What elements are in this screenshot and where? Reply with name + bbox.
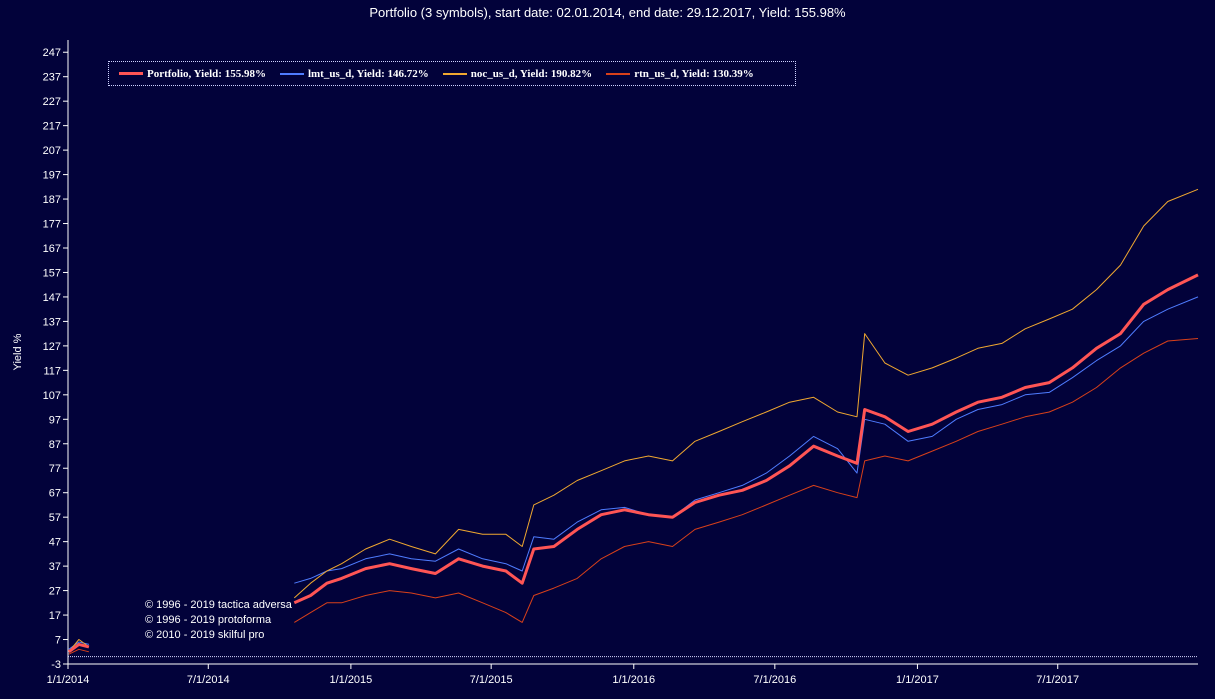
y-tick-label: 187 [43, 194, 61, 206]
x-tick-label: 1/1/2015 [329, 674, 372, 686]
y-axis-label: Yield % [12, 333, 24, 371]
y-tick-label: 227 [43, 96, 61, 108]
y-tick-label: 207 [43, 145, 61, 157]
legend-swatch-noc [442, 72, 467, 75]
y-tick-label: 77 [49, 463, 61, 475]
x-tick-label: 7/1/2014 [187, 674, 230, 686]
legend-label-portfolio: Portfolio, Yield: 155.98% [147, 67, 266, 80]
y-tick-label: 117 [43, 365, 61, 377]
y-tick-label: 157 [43, 267, 61, 279]
y-tick-label: 127 [43, 341, 61, 353]
legend-swatch-rtn [606, 72, 631, 75]
legend-swatch-portfolio [119, 72, 143, 75]
y-tick-label: 47 [49, 537, 61, 549]
y-tick-label: 107 [43, 390, 61, 402]
y-tick-label: 217 [43, 121, 61, 133]
x-tick-label: 1/1/2017 [896, 674, 939, 686]
y-tick-label: 57 [49, 512, 61, 524]
credit-line: © 1996 - 2019 protoforma [145, 614, 272, 626]
series-line-lmt-us-d [68, 641, 90, 650]
x-tick-label: 7/1/2015 [470, 674, 513, 686]
y-tick-label: 137 [43, 316, 61, 328]
y-tick-label: 237 [43, 72, 61, 84]
y-tick-label: -3 [51, 659, 61, 671]
series-line-rtn-us-d [68, 648, 90, 655]
chart-legend: Portfolio, Yield: 155.98% lmt_us_d, Yiel… [108, 61, 796, 86]
y-tick-label: 17 [49, 610, 61, 622]
credits-block: © 1996 - 2019 tactica adversa © 1996 - 2… [145, 598, 292, 643]
x-tick-label: 7/1/2017 [1036, 674, 1079, 686]
series-line-portfolio [67, 642, 90, 654]
credit-line: © 2010 - 2019 skilful pro [145, 629, 265, 641]
legend-label-rtn: rtn_us_d, Yield: 130.39% [634, 67, 754, 80]
chart-series [67, 188, 1199, 655]
legend-label-noc: noc_us_d, Yield: 190.82% [470, 67, 593, 80]
legend-swatch-lmt [279, 72, 304, 75]
y-tick-label: 27 [49, 586, 61, 598]
y-tick-label: 197 [43, 170, 61, 182]
legend-label-lmt: lmt_us_d, Yield: 146.72% [307, 67, 429, 80]
y-tick-label: 87 [49, 439, 61, 451]
y-tick-label: 37 [49, 561, 61, 573]
y-tick-label: 177 [43, 219, 61, 231]
y-tick-label: 247 [43, 47, 61, 59]
legend-item-portfolio[interactable]: Portfolio, Yield: 155.98% [119, 68, 266, 80]
series-line-rtn-us-d [294, 338, 1199, 623]
legend-item-rtn[interactable]: rtn_us_d, Yield: 130.39% [606, 68, 754, 80]
y-tick-label: 167 [43, 243, 61, 255]
x-tick-label: 7/1/2016 [753, 674, 796, 686]
y-tick-label: 147 [43, 292, 61, 304]
credit-line: © 1996 - 2019 tactica adversa [145, 599, 292, 611]
series-line-portfolio [293, 273, 1199, 605]
legend-item-noc[interactable]: noc_us_d, Yield: 190.82% [442, 67, 593, 80]
series-line-lmt-us-d [294, 296, 1199, 584]
chart-axes: -3 7 17 27 37 47 57 67 77 87 97 107 117 127 137 147 157 1… [43, 40, 1198, 686]
y-tick-label: 7 [55, 635, 61, 647]
chart-title: Portfolio (3 symbols), start date: 02.01… [369, 5, 846, 20]
series-line-noc-us-d [293, 188, 1199, 599]
y-tick-label: 67 [49, 488, 61, 500]
legend-item-lmt[interactable]: lmt_us_d, Yield: 146.72% [279, 67, 429, 80]
x-tick-label: 1/1/2014 [47, 674, 90, 686]
x-tick-label: 1/1/2016 [612, 674, 655, 686]
y-tick-label: 97 [49, 414, 61, 426]
